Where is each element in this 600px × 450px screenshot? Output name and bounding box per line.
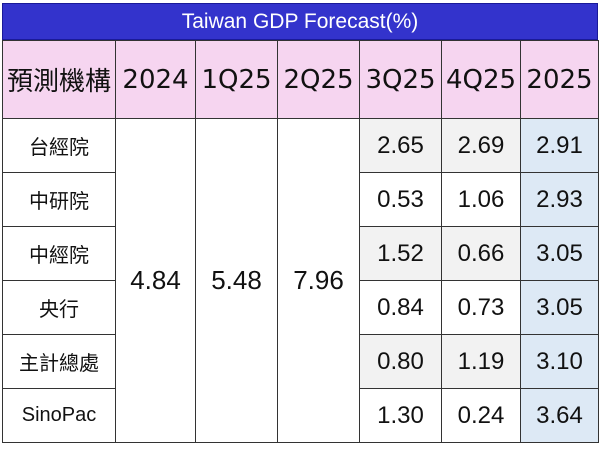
value-2025: 3.05 bbox=[520, 280, 599, 335]
value-2q25: 7.96 bbox=[277, 118, 360, 443]
value-3q25: 1.30 bbox=[359, 388, 442, 443]
value-4q25: 2.69 bbox=[441, 118, 521, 173]
table-row: SinoPac 1.30 0.24 3.64 bbox=[2, 388, 599, 443]
header-1q25: 1Q25 bbox=[195, 40, 278, 119]
value-1q25: 5.48 bbox=[195, 118, 278, 443]
header-2025: 2025 bbox=[520, 40, 599, 119]
table-title: Taiwan GDP Forecast(%) bbox=[2, 3, 598, 40]
value-2025: 2.91 bbox=[520, 118, 599, 173]
value-2025: 3.64 bbox=[520, 388, 599, 443]
header-row: 預測機構 2024 1Q25 2Q25 3Q25 4Q25 2025 bbox=[2, 40, 599, 119]
header-institution: 預測機構 bbox=[2, 40, 116, 119]
value-2025: 3.10 bbox=[520, 334, 599, 389]
value-3q25: 0.84 bbox=[359, 280, 442, 335]
value-4q25: 0.66 bbox=[441, 226, 521, 281]
value-4q25: 1.06 bbox=[441, 172, 521, 227]
row-institution: 央行 bbox=[2, 280, 116, 335]
row-institution: 中研院 bbox=[2, 172, 116, 227]
table-row: 主計總處 0.80 1.19 3.10 bbox=[2, 334, 599, 389]
forecast-table-container: Taiwan GDP Forecast(%) 預測機構 2024 1Q25 2Q… bbox=[2, 3, 599, 445]
forecast-table: 預測機構 2024 1Q25 2Q25 3Q25 4Q25 2025 台經院 4… bbox=[2, 40, 599, 443]
row-institution: 主計總處 bbox=[2, 334, 116, 389]
value-2025: 2.93 bbox=[520, 172, 599, 227]
value-3q25: 2.65 bbox=[359, 118, 442, 173]
value-4q25: 0.24 bbox=[441, 388, 521, 443]
header-4q25: 4Q25 bbox=[441, 40, 521, 119]
value-3q25: 0.53 bbox=[359, 172, 442, 227]
table-row: 中研院 0.53 1.06 2.93 bbox=[2, 172, 599, 227]
table-row: 台經院 4.84 5.48 7.96 2.65 2.69 2.91 bbox=[2, 118, 599, 443]
value-4q25: 0.73 bbox=[441, 280, 521, 335]
header-2024: 2024 bbox=[115, 40, 196, 119]
value-4q25: 1.19 bbox=[441, 334, 521, 389]
value-2025: 3.05 bbox=[520, 226, 599, 281]
value-3q25: 1.52 bbox=[359, 226, 442, 281]
row-institution: 台經院 bbox=[2, 118, 116, 173]
row-institution: 中經院 bbox=[2, 226, 116, 281]
header-3q25: 3Q25 bbox=[359, 40, 442, 119]
value-3q25: 0.80 bbox=[359, 334, 442, 389]
header-2q25: 2Q25 bbox=[277, 40, 360, 119]
table-row: 中經院 1.52 0.66 3.05 bbox=[2, 226, 599, 281]
row-institution: SinoPac bbox=[2, 388, 116, 443]
value-2024: 4.84 bbox=[115, 118, 196, 443]
